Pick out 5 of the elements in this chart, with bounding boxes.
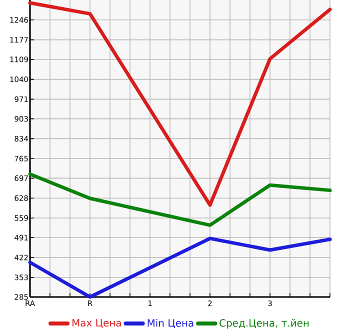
legend-label: Сред.Цена, т.йен	[220, 318, 309, 329]
line-series	[28, 172, 332, 227]
legend-label: Max Цена	[72, 319, 121, 328]
legend-label: Min Цена	[148, 318, 194, 328]
line-series	[28, 1, 332, 207]
